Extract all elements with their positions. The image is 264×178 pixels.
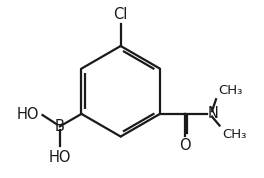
Text: N: N — [208, 106, 219, 121]
Text: O: O — [179, 138, 191, 153]
Text: B: B — [55, 119, 65, 134]
Text: HO: HO — [17, 107, 39, 122]
Text: Cl: Cl — [114, 7, 128, 22]
Text: HO: HO — [49, 150, 71, 165]
Text: CH₃: CH₃ — [218, 83, 243, 96]
Text: CH₃: CH₃ — [222, 128, 247, 141]
